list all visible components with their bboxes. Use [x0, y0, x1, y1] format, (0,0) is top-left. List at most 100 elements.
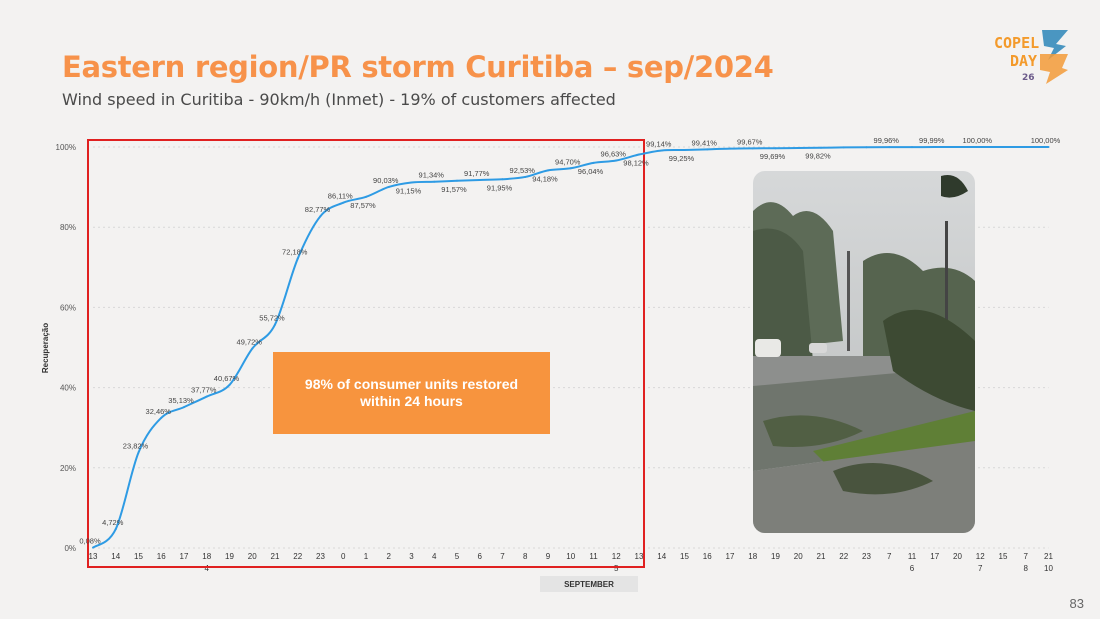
x-tick-label: 1 — [364, 552, 369, 561]
data-label: 0,08% — [79, 537, 101, 546]
data-label: 23,82% — [123, 441, 149, 450]
x-tick-label: 3 — [409, 552, 414, 561]
data-point — [1002, 146, 1004, 148]
data-label: 99,25% — [669, 154, 695, 163]
logo-line1: COPEL — [994, 34, 1039, 52]
logo-number: 26 — [1022, 73, 1035, 83]
callout-box: 98% of consumer units restored within 24… — [273, 352, 550, 434]
data-label: 91,34% — [419, 171, 445, 180]
data-point — [478, 179, 481, 182]
data-point — [456, 179, 458, 182]
x-tick-label: 9 — [546, 552, 551, 561]
slide-subtitle: Wind speed in Curitiba - 90km/h (Inmet) … — [62, 90, 616, 109]
data-point — [888, 146, 891, 149]
data-label: 96,63% — [601, 150, 627, 159]
data-label: 100,00% — [1031, 136, 1061, 145]
data-point — [501, 178, 504, 181]
x-tick-label: 17 — [726, 552, 735, 561]
copel-day-logo: COPEL DAY 26 — [994, 30, 1068, 84]
data-point — [228, 383, 231, 386]
data-label: 94,70% — [555, 157, 581, 166]
x-tick-label: 21 — [1044, 552, 1053, 561]
data-label: 37,77% — [191, 386, 217, 395]
x-tick-label: 11 — [589, 552, 598, 561]
data-point — [592, 161, 595, 164]
x-tick-label: 19 — [225, 552, 234, 561]
data-point — [797, 146, 800, 149]
data-point — [251, 347, 254, 350]
x-tick-label: 20 — [953, 552, 962, 561]
data-point — [706, 148, 709, 151]
data-point — [820, 146, 822, 149]
x-tick-label: 20 — [248, 552, 257, 561]
data-label: 87,57% — [350, 201, 376, 210]
x-tick-label: 0 — [341, 552, 346, 561]
x-axis-label: SEPTEMBER — [564, 580, 614, 589]
y-tick-label: 40% — [60, 384, 76, 393]
x-tick-label: 14 — [657, 552, 666, 561]
data-point — [1047, 146, 1050, 148]
data-point — [751, 147, 754, 150]
data-label: 91,15% — [396, 186, 422, 195]
y-tick-label: 100% — [56, 143, 76, 152]
data-label: 32,46% — [146, 407, 172, 416]
x-tick-label: 21 — [271, 552, 280, 561]
data-point — [205, 395, 208, 398]
x-tick-label: 17 — [180, 552, 189, 561]
data-point — [183, 406, 185, 409]
data-label: 99,69% — [760, 152, 786, 161]
data-label: 99,67% — [737, 137, 763, 146]
x-tick-label: 18 — [202, 552, 211, 561]
data-point — [956, 146, 959, 149]
data-point — [137, 451, 140, 454]
data-label: 100,00% — [962, 136, 992, 145]
x-day-label: 4 — [205, 564, 210, 573]
data-point — [1024, 146, 1027, 148]
x-tick-label: 14 — [111, 552, 120, 561]
data-point — [92, 546, 94, 549]
x-day-label: 6 — [910, 564, 915, 573]
x-tick-label: 7 — [500, 552, 505, 561]
x-tick-label: 22 — [839, 552, 848, 561]
data-point — [638, 153, 640, 156]
y-tick-label: 20% — [60, 464, 76, 473]
data-label: 35,13% — [168, 396, 194, 405]
data-point — [933, 146, 936, 149]
y-tick-label: 0% — [64, 544, 76, 553]
x-tick-label: 12 — [612, 552, 621, 561]
data-point — [524, 175, 527, 178]
data-point — [274, 323, 276, 326]
data-label: 90,03% — [373, 176, 399, 185]
data-label: 96,04% — [578, 167, 604, 176]
x-day-label: 10 — [1044, 564, 1053, 573]
logo-line2: DAY — [1010, 52, 1037, 70]
x-tick-label: 13 — [635, 552, 644, 561]
data-point — [615, 159, 618, 162]
x-tick-label: 22 — [293, 552, 302, 561]
data-label: 92,53% — [510, 166, 536, 175]
highlight-box — [87, 139, 645, 568]
data-label: 94,18% — [532, 174, 558, 183]
x-tick-label: 16 — [157, 552, 166, 561]
data-point — [979, 146, 982, 148]
storm-damage-photo — [753, 171, 975, 533]
x-tick-label: 4 — [432, 552, 437, 561]
data-point — [342, 201, 345, 204]
x-tick-label: 23 — [316, 552, 325, 561]
x-day-label: 7 — [978, 564, 983, 573]
data-label: 99,82% — [805, 152, 831, 161]
data-label: 91,77% — [464, 169, 490, 178]
data-point — [547, 169, 549, 172]
x-tick-label: 12 — [976, 552, 985, 561]
x-day-label: 5 — [614, 564, 619, 573]
x-tick-label: 17 — [930, 552, 939, 561]
x-tick-label: 8 — [523, 552, 528, 561]
x-tick-label: 21 — [817, 552, 826, 561]
data-label: 4,72% — [102, 518, 124, 527]
y-tick-label: 80% — [60, 223, 76, 232]
data-point — [683, 149, 686, 152]
data-point — [433, 180, 436, 183]
x-tick-label: 19 — [771, 552, 780, 561]
data-label: 55,72% — [259, 314, 285, 323]
data-point — [569, 167, 572, 170]
